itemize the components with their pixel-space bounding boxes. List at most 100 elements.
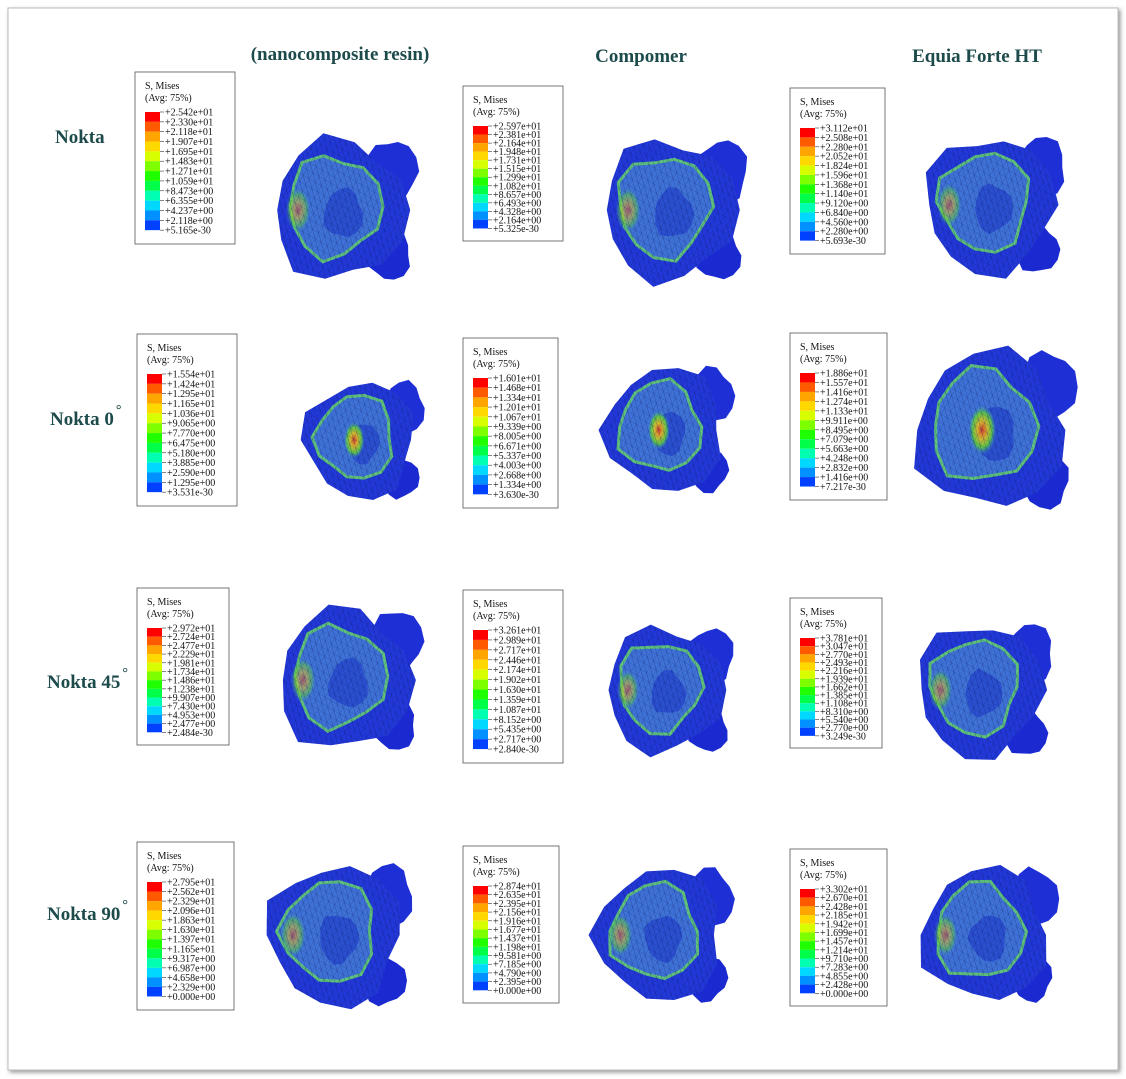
color-band xyxy=(147,628,162,637)
color-band xyxy=(147,413,162,423)
row-label-superscript: ° xyxy=(122,666,128,681)
color-band xyxy=(800,458,815,467)
color-band xyxy=(473,152,488,161)
color-band xyxy=(473,436,488,446)
legend-label: +0.000e+00 xyxy=(820,989,868,1000)
color-band xyxy=(147,404,162,414)
color-band xyxy=(473,475,488,485)
color-band xyxy=(800,898,815,907)
figure: (nanocomposite resin) Compomer Equia For… xyxy=(0,0,1126,1079)
color-band xyxy=(147,433,162,443)
legend-title: S, Mises xyxy=(473,95,508,106)
color-band xyxy=(145,142,160,152)
legend-avg: (Avg: 75%) xyxy=(473,611,520,622)
color-band xyxy=(147,698,162,707)
color-band xyxy=(800,401,815,410)
color-band xyxy=(147,663,162,672)
legend-label: +7.217e-30 xyxy=(820,482,866,493)
legend-avg: (Avg: 75%) xyxy=(800,619,847,630)
color-band xyxy=(800,695,815,703)
legend-title: S, Mises xyxy=(147,851,182,862)
color-band xyxy=(800,915,815,924)
color-band xyxy=(800,687,815,695)
row-label: Nokta xyxy=(55,127,105,148)
legend-avg: (Avg: 75%) xyxy=(473,107,520,118)
legend-title: S, Mises xyxy=(147,343,182,354)
color-band xyxy=(473,177,488,186)
color-band xyxy=(800,967,815,976)
color-band xyxy=(800,720,815,728)
color-band xyxy=(800,231,815,240)
color-band xyxy=(800,976,815,985)
legend-label: +0.000e+00 xyxy=(167,992,215,1003)
color-band xyxy=(473,964,488,973)
legend-avg: (Avg: 75%) xyxy=(473,359,520,370)
color-band xyxy=(800,184,815,193)
color-band xyxy=(473,739,488,749)
color-band xyxy=(147,882,162,892)
legend-label: +5.165e-30 xyxy=(165,226,211,237)
color-band xyxy=(145,191,160,201)
color-band xyxy=(473,126,488,135)
color-band xyxy=(473,886,488,895)
color-band xyxy=(800,392,815,401)
legend-label: +3.249e-30 xyxy=(820,731,866,742)
column-header: Compomer xyxy=(595,46,687,67)
legend-label: +2.484e-30 xyxy=(167,728,213,739)
color-band xyxy=(473,956,488,965)
color-band xyxy=(800,166,815,175)
row-label: Nokta 45 xyxy=(47,672,120,693)
color-band xyxy=(473,160,488,169)
color-band xyxy=(473,903,488,912)
row-label: Nokta 90 xyxy=(47,904,120,925)
color-band xyxy=(147,654,162,663)
color-band xyxy=(800,175,815,184)
color-band xyxy=(147,949,162,959)
tooth-model xyxy=(609,625,734,758)
color-band xyxy=(800,679,815,687)
color-band xyxy=(800,430,815,439)
color-band xyxy=(147,423,162,433)
color-band xyxy=(147,977,162,987)
row-label: Nokta 0 xyxy=(50,409,114,430)
color-band xyxy=(800,906,815,915)
color-band xyxy=(147,645,162,654)
color-band xyxy=(147,463,162,473)
color-band xyxy=(800,203,815,212)
color-band xyxy=(147,394,162,404)
color-band xyxy=(147,930,162,940)
color-band xyxy=(800,477,815,486)
color-band xyxy=(800,671,815,679)
color-band xyxy=(473,640,488,650)
color-band xyxy=(473,378,488,388)
color-band xyxy=(145,181,160,191)
color-band xyxy=(147,453,162,463)
legend-title: S, Mises xyxy=(800,342,835,353)
color-band xyxy=(800,156,815,165)
color-band xyxy=(800,137,815,146)
color-band xyxy=(145,161,160,171)
color-band xyxy=(145,201,160,211)
legend-avg: (Avg: 75%) xyxy=(800,109,847,120)
color-band xyxy=(147,939,162,949)
color-band xyxy=(473,186,488,195)
color-band xyxy=(473,699,488,709)
legend-title: S, Mises xyxy=(473,599,508,610)
color-band xyxy=(147,689,162,698)
color-band xyxy=(473,485,488,495)
color-band xyxy=(145,122,160,132)
color-band xyxy=(800,638,815,646)
color-band xyxy=(145,132,160,142)
legend-label: +3.630e-30 xyxy=(493,490,539,501)
color-band xyxy=(800,711,815,719)
color-band xyxy=(147,958,162,968)
color-band xyxy=(473,729,488,739)
color-band xyxy=(473,388,488,398)
color-band xyxy=(473,135,488,144)
color-band xyxy=(473,895,488,904)
color-band xyxy=(473,690,488,700)
legend-avg: (Avg: 75%) xyxy=(147,355,194,366)
legend-avg: (Avg: 75%) xyxy=(800,354,847,365)
color-band xyxy=(147,987,162,997)
color-band xyxy=(800,889,815,898)
